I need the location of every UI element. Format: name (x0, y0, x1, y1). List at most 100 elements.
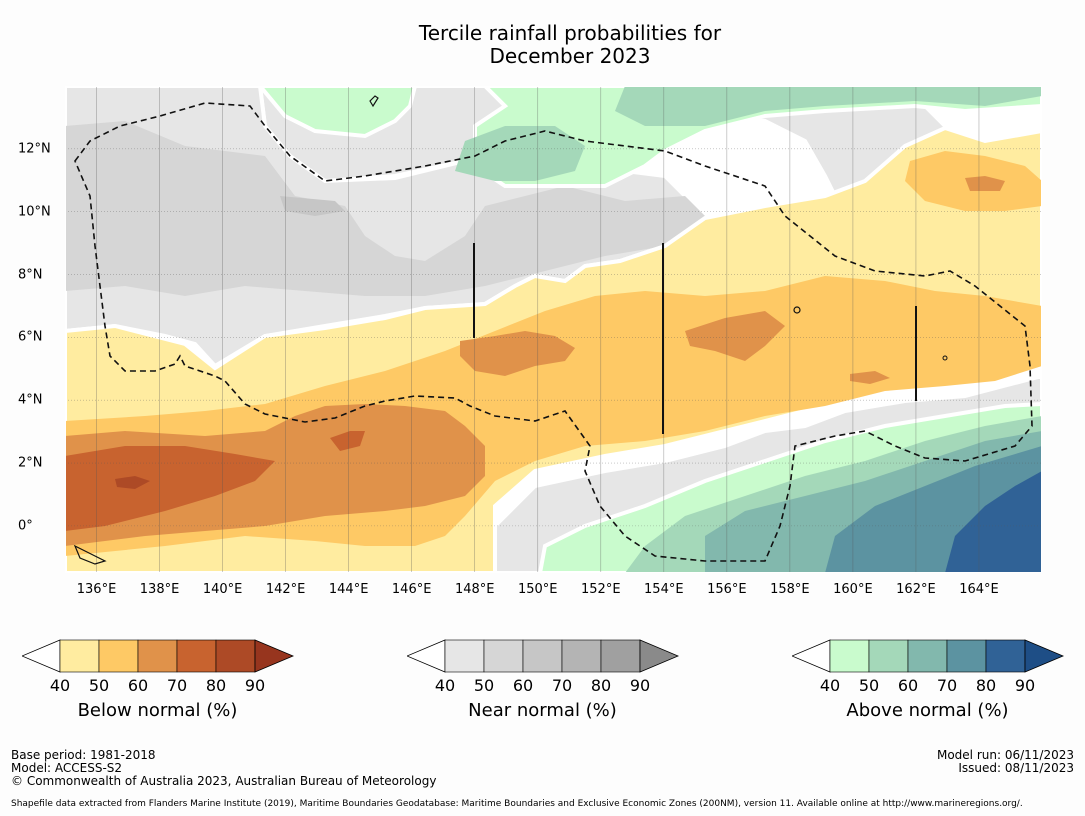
colorbar-swatch (176, 639, 217, 673)
colorbar-swatch (215, 639, 256, 673)
gridlines (65, 86, 1042, 573)
near-normal-colorbar (405, 638, 682, 678)
below-normal-colorbar-swatches (20, 639, 295, 673)
colorbar-tick-label: 70 (936, 676, 958, 695)
above-normal-50-patch (455, 126, 585, 181)
colorbar-tick-label: 70 (551, 676, 573, 695)
x-tick-label: 154°E (644, 582, 684, 597)
below-normal-60-patch-a (460, 331, 575, 376)
footer-right: Model run: 06/11/2023 Issued: 08/11/2023 (937, 749, 1074, 775)
y-tick-label: 6°N (18, 329, 43, 345)
colorbar-tick-label: 40 (434, 676, 456, 695)
x-tick-label: 156°E (707, 582, 747, 597)
colorbar-tick-label: 40 (49, 676, 71, 695)
colorbar-swatch (907, 639, 948, 673)
colorbar-title: Near normal (%) (468, 700, 617, 721)
colorbar-tick-label: 60 (127, 676, 149, 695)
x-tick-label: 164°E (959, 582, 999, 597)
colorbar-tick-label: 50 (473, 676, 495, 695)
above-normal-50-north (615, 86, 1042, 126)
island-kosrae (942, 355, 948, 361)
eez-boundary-fsm (74, 102, 1033, 562)
below-normal-colorbar (20, 638, 297, 678)
x-tick-label: 162°E (896, 582, 936, 597)
island-guam (369, 95, 379, 108)
colorbar-tick-label: 50 (858, 676, 880, 695)
colorbar-under-arrow (790, 639, 831, 673)
near-normal-50-patch (65, 121, 705, 296)
title-line-1: Tercile rainfall probabilities for (418, 21, 722, 45)
map-frame (65, 86, 1042, 573)
footer-left: Base period: 1981-2018 Model: ACCESS-S2 … (11, 749, 436, 788)
colorbar-tick-label: 90 (629, 676, 651, 695)
colorbar-under-arrow (20, 639, 61, 673)
colorbar-tick-label: 90 (1014, 676, 1036, 695)
above-normal-40-north (257, 86, 418, 139)
above-normal-colorbar-swatches (790, 639, 1065, 673)
below-normal-60-patch-north (965, 176, 1005, 191)
colorbar-swatch (561, 639, 602, 673)
x-tick-label: 158°E (770, 582, 810, 597)
colorbar-tick-label: 40 (819, 676, 841, 695)
x-tick-label: 142°E (265, 582, 306, 597)
colorbar-swatch (98, 639, 139, 673)
colorbar-swatch (868, 639, 909, 673)
below-normal-60-region (65, 404, 485, 546)
y-tick-label: 4°N (18, 392, 43, 408)
shapefile-note: Shapefile data extracted from Flanders M… (11, 799, 1023, 809)
copyright: © Commonwealth of Australia 2023, Austra… (11, 774, 437, 788)
colorbar-swatch (946, 639, 987, 673)
x-tick-label: 146°E (391, 582, 432, 597)
below-normal-80-patch (115, 476, 150, 489)
map-title: Tercile rainfall probabilities for Decem… (0, 22, 1085, 68)
colorbar-swatch (59, 639, 100, 673)
colorbar-swatch (137, 639, 178, 673)
colorbar-tick-label: 50 (88, 676, 110, 695)
colorbar-tick-label: 80 (590, 676, 612, 695)
colorbar-title: Below normal (%) (77, 700, 238, 721)
colorbar-swatch (444, 639, 485, 673)
x-tick-label: 152°E (581, 582, 621, 597)
y-tick-label: 10°N (18, 204, 51, 220)
x-tick-label: 144°E (328, 582, 369, 597)
colorbar-tick-label: 70 (166, 676, 188, 695)
y-tick-label: 0° (18, 518, 33, 534)
x-tick-label: 136°E (76, 582, 117, 597)
colorbar-swatch (985, 639, 1026, 673)
colorbar-tick-label: 90 (244, 676, 266, 695)
probability-map (65, 86, 1042, 573)
title-line-2: December 2023 (489, 44, 651, 68)
near-normal-60-patch (280, 196, 345, 216)
y-tick-label: 12°N (18, 141, 51, 157)
map-canvas (65, 86, 1042, 573)
x-tick-label: 140°E (202, 582, 243, 597)
colorbar-tick-label: 80 (205, 676, 227, 695)
colorbar-over-arrow (639, 639, 680, 673)
colorbar-tick-label: 60 (897, 676, 919, 695)
colorbar-over-arrow (1024, 639, 1065, 673)
y-tick-label: 2°N (18, 455, 43, 471)
x-tick-label: 148°E (454, 582, 495, 597)
colorbar-tick-label: 60 (512, 676, 534, 695)
colorbar-under-arrow (405, 639, 446, 673)
island-pohnpei (793, 306, 801, 314)
colorbar-swatch (600, 639, 641, 673)
model-name: Model: ACCESS-S2 (11, 761, 123, 775)
colorbar-swatch (829, 639, 870, 673)
below-normal-70-patch (330, 431, 365, 451)
colorbar-over-arrow (254, 639, 295, 673)
colorbar-title: Above normal (%) (846, 700, 1009, 721)
x-tick-label: 150°E (517, 582, 558, 597)
above-normal-80-southeast (945, 471, 1042, 573)
issued-date: Issued: 08/11/2023 (958, 761, 1074, 775)
near-normal-colorbar-swatches (405, 639, 680, 673)
colorbar-swatch (483, 639, 524, 673)
below-normal-60-patch-b (685, 311, 785, 361)
x-tick-label: 138°E (139, 582, 180, 597)
below-normal-60-patch-c (850, 371, 890, 384)
above-normal-colorbar (790, 638, 1067, 678)
base-period: Base period: 1981-2018 (11, 748, 156, 762)
colorbar-swatch (522, 639, 563, 673)
y-tick-label: 8°N (18, 267, 43, 283)
model-run: Model run: 06/11/2023 (936, 748, 1074, 762)
